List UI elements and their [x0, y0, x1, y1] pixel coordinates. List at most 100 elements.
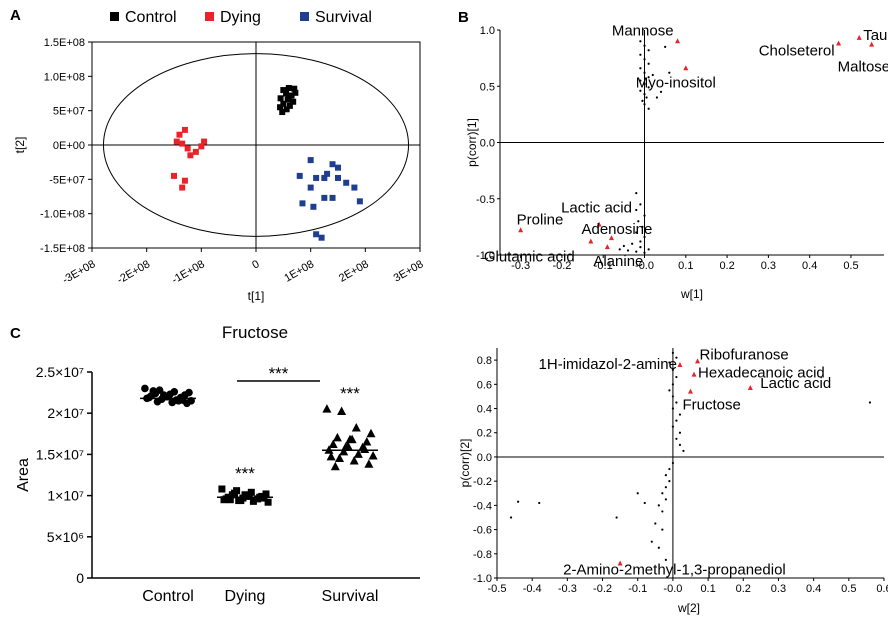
highlight-point — [869, 41, 875, 47]
data-point-dying — [184, 145, 191, 152]
y-tick-label: 5E+07 — [53, 106, 85, 118]
data-point-dying — [249, 497, 257, 505]
annotation-label: Lactic acid — [760, 375, 831, 392]
annotation-label: 2-Amino-2methyl-1,3-propanediol — [563, 561, 786, 578]
loading-point — [643, 214, 646, 217]
loading-point — [647, 49, 650, 52]
x-tick-label: 0.5 — [843, 260, 858, 272]
data-point-control — [286, 102, 293, 109]
loading-point — [678, 413, 682, 416]
loading-point — [643, 93, 646, 96]
loading-point — [639, 89, 642, 92]
y-tick-label: -0.2 — [473, 476, 492, 488]
x-category-label: Survival — [322, 588, 379, 605]
x-tick-label: 0.1 — [678, 260, 693, 272]
loading-point — [618, 248, 621, 251]
y-tick-label: -1.0E+08 — [40, 209, 85, 221]
data-point-survival — [345, 434, 355, 444]
data-point-dying — [192, 148, 199, 155]
annotation-label: Mannose — [612, 22, 674, 39]
data-point-control — [280, 87, 287, 94]
x-tick-label: -0.3 — [511, 260, 530, 272]
data-point-survival — [318, 234, 325, 241]
y-tick-label: 0.4 — [477, 404, 492, 416]
data-point-control — [285, 93, 292, 100]
loading-point — [671, 407, 675, 410]
data-point-control — [292, 89, 299, 96]
data-point-survival — [330, 461, 340, 471]
x-tick-label: 0.4 — [806, 583, 821, 595]
x-tick-label: 0.3 — [761, 260, 776, 272]
data-point-dying — [179, 184, 186, 191]
annotation-label: Adenosine — [581, 221, 652, 238]
data-point-dying — [179, 140, 186, 147]
loading-point — [664, 498, 667, 501]
data-point-control — [283, 106, 290, 113]
annotation-label: Cholseterol — [759, 43, 835, 60]
data-point-dying — [176, 131, 183, 138]
y-tick-label: 1×10⁷ — [47, 488, 84, 504]
x-tick-label: -0.0 — [663, 583, 682, 595]
loading-point — [641, 99, 644, 102]
loading-point — [647, 86, 650, 89]
y-tick-label: 0.8 — [477, 355, 492, 367]
loading-point — [668, 71, 671, 74]
data-point-control — [279, 109, 286, 116]
loading-point — [671, 383, 675, 386]
significance-stars: *** — [235, 464, 255, 483]
data-point-survival — [349, 455, 359, 465]
loading-point — [626, 249, 630, 252]
data-point-survival — [335, 174, 341, 181]
y-tick-label: 1.5×10⁷ — [36, 446, 84, 462]
loading-point — [668, 467, 671, 471]
legend-label-dying: Dying — [220, 9, 261, 26]
data-point-survival — [353, 449, 363, 458]
highlight-point — [695, 358, 701, 364]
loading-point — [643, 103, 646, 106]
data-point-survival — [335, 453, 344, 463]
loading-point — [647, 107, 650, 110]
loading-point — [615, 516, 618, 519]
data-point-dying — [262, 490, 270, 498]
data-point-survival — [310, 203, 317, 210]
y-tick-label: -1.0 — [473, 573, 492, 585]
data-point-dying — [201, 138, 208, 145]
loading-point — [668, 389, 671, 392]
data-point-control — [168, 398, 176, 407]
y-tick-label: 1.0 — [480, 25, 495, 37]
y-axis-label: Area — [15, 458, 32, 492]
annotation-label: 1H-imidazol-2-amine — [539, 356, 677, 373]
legend-label-survival: Survival — [315, 9, 372, 26]
loading-point — [637, 220, 640, 223]
annotation-label: Alanine — [593, 253, 643, 270]
x-category-label: Control — [142, 588, 194, 605]
loading-point — [671, 395, 675, 398]
annotation-label: Fructose — [683, 397, 741, 414]
data-point-dying — [231, 489, 238, 497]
annotation-label: Ribofuranose — [700, 346, 789, 363]
data-point-control — [149, 387, 158, 395]
loading-point — [675, 375, 678, 379]
highlight-point — [608, 235, 614, 241]
x-tick-label: -0.2 — [593, 583, 612, 595]
highlight-point — [688, 388, 693, 394]
annotation-label: Lactic acid — [561, 200, 632, 217]
annotation-label: Taurine — [863, 27, 888, 44]
data-point-dying — [218, 485, 226, 493]
loading-point — [655, 96, 659, 99]
loading-point — [635, 231, 638, 234]
loading-point — [650, 540, 653, 543]
loading-point — [678, 443, 682, 446]
loading-point — [643, 251, 646, 254]
loading-point — [661, 510, 664, 513]
loading-point — [668, 480, 671, 483]
loading-point — [639, 40, 642, 43]
legend-swatch-dying — [205, 12, 214, 21]
data-point-dying — [222, 495, 230, 503]
data-point-dying — [171, 172, 177, 179]
data-point-survival — [313, 231, 320, 238]
y-tick-label: 2.5×10⁷ — [36, 364, 84, 380]
loading-point — [664, 45, 667, 48]
x-tick-label: 0.6 — [876, 583, 888, 595]
data-point-survival — [307, 184, 314, 191]
